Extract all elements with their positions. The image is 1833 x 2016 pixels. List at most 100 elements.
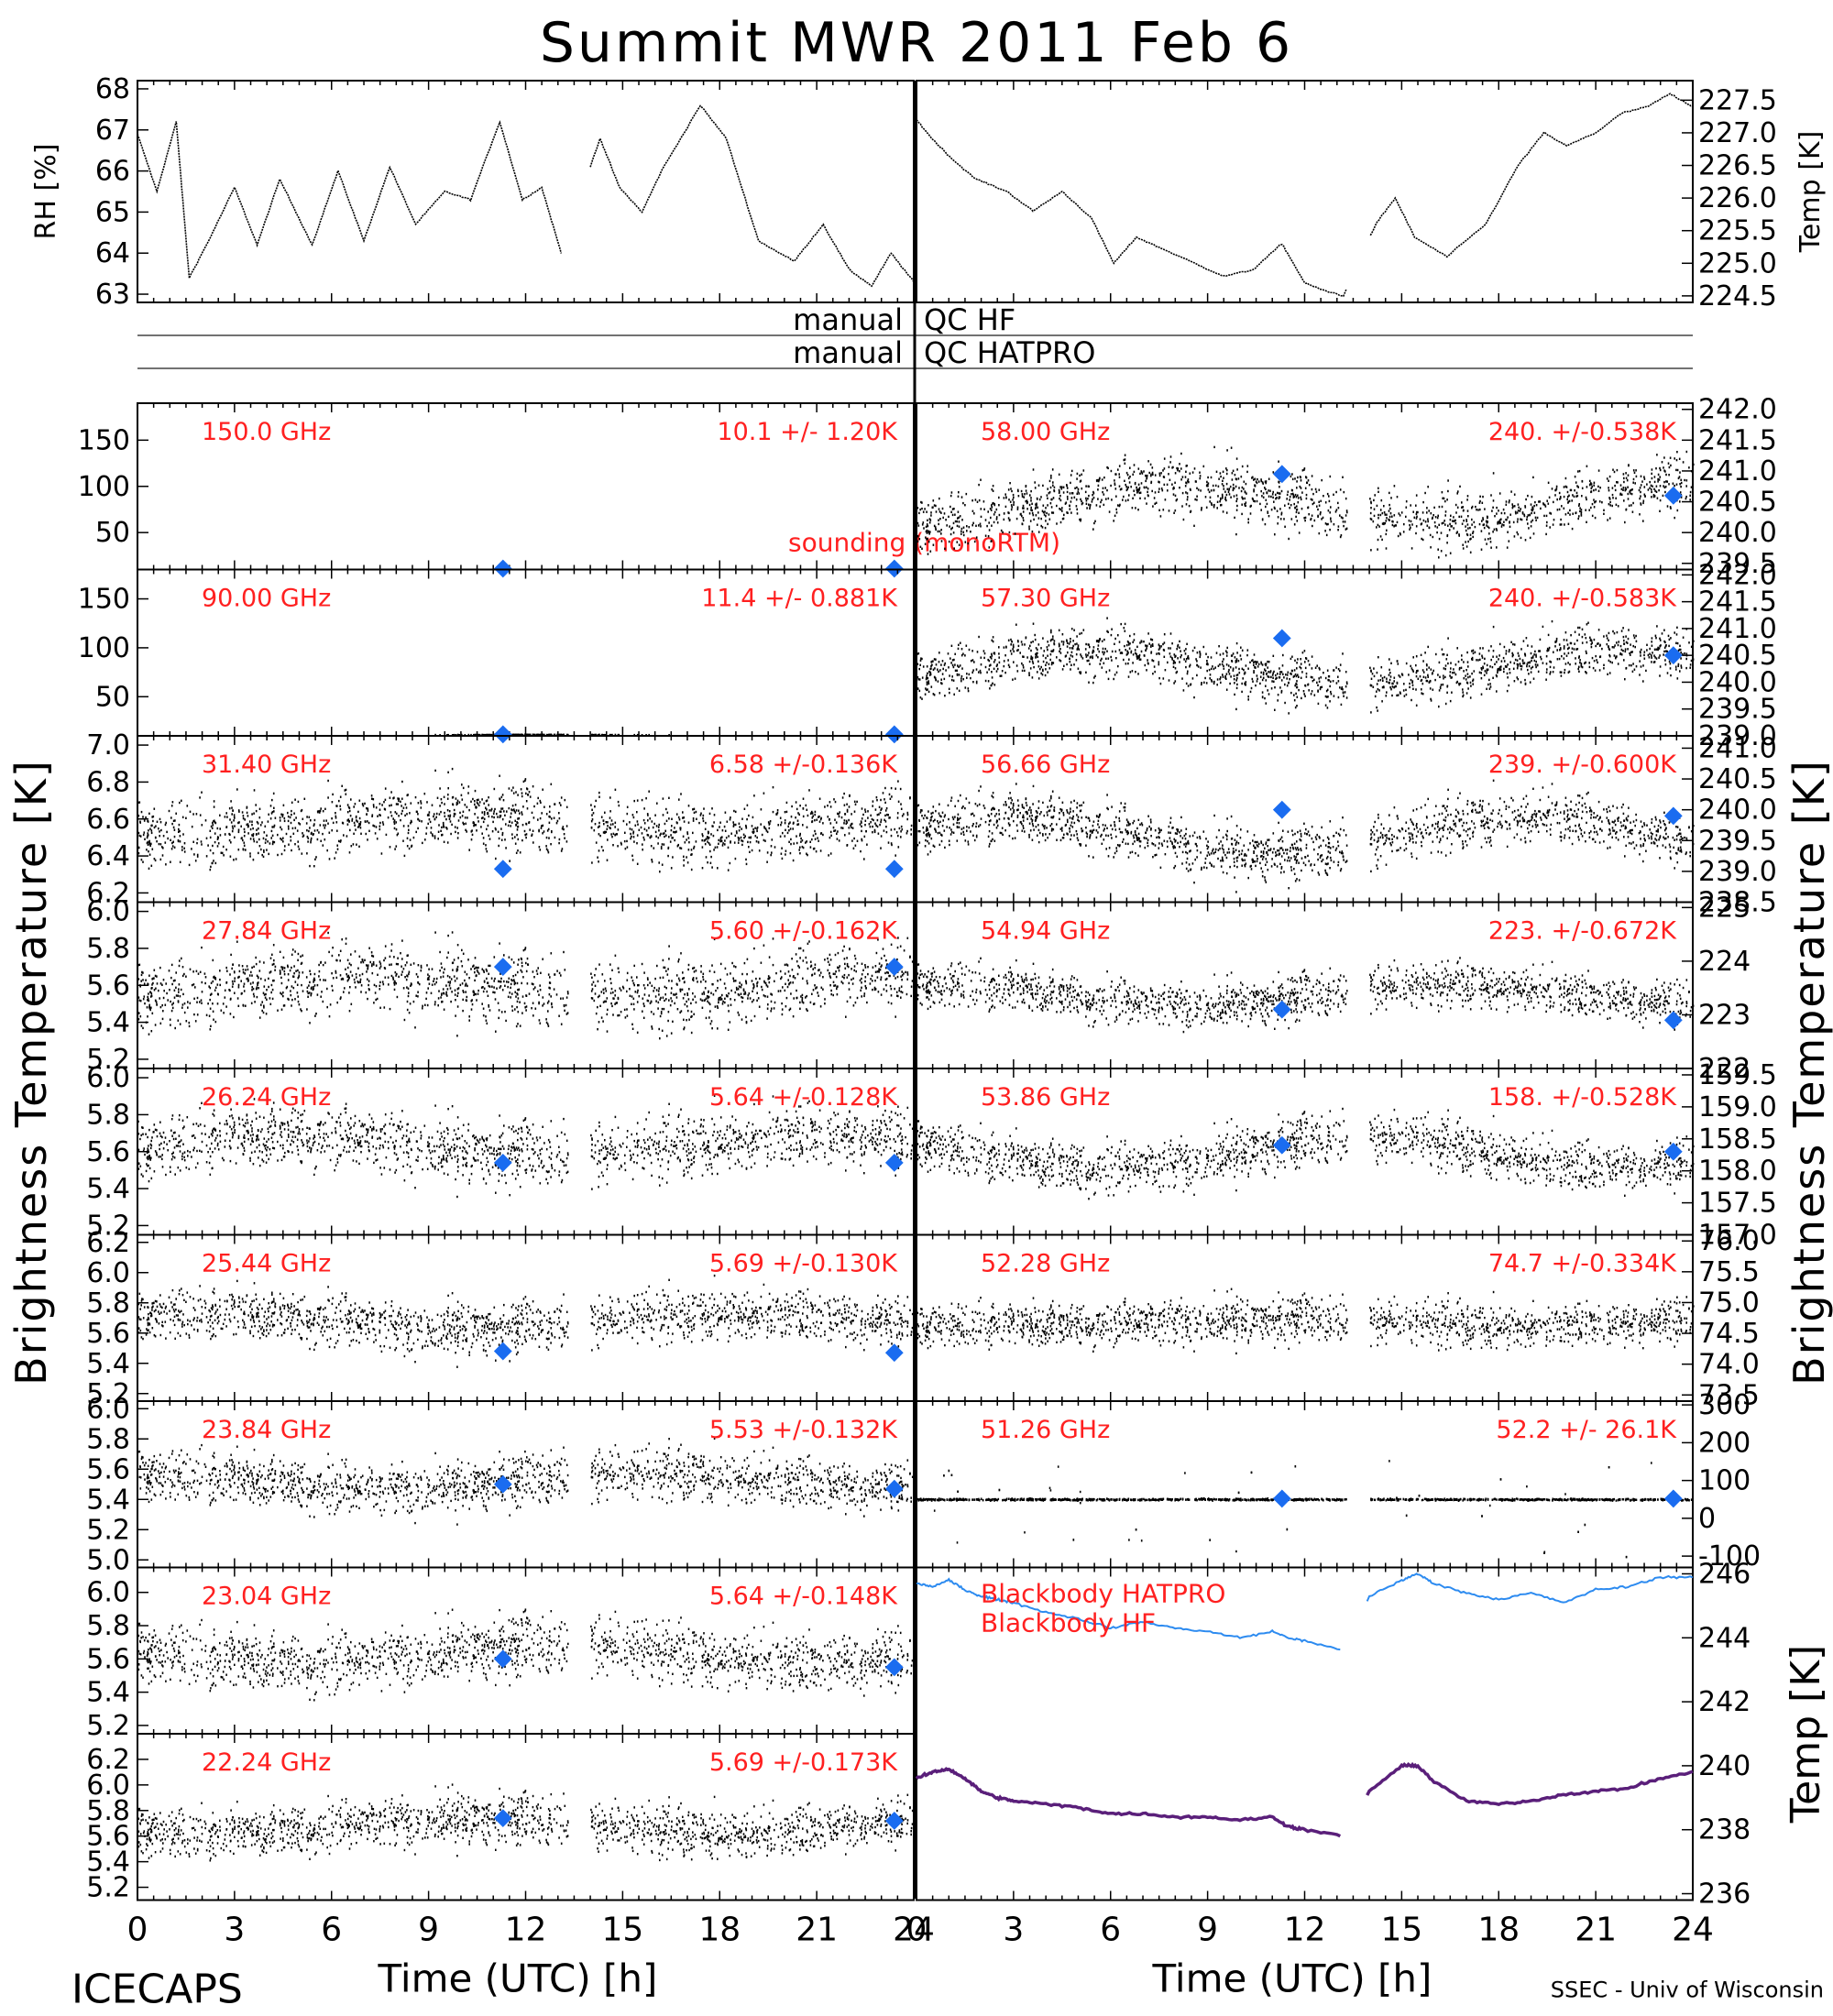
- data-point: [462, 810, 465, 813]
- data-point: [418, 819, 421, 822]
- data-point: [775, 813, 778, 816]
- data-point: [360, 1145, 363, 1148]
- data-point: [814, 1146, 817, 1149]
- data-point: [617, 996, 620, 1000]
- data-point: [710, 992, 712, 994]
- data-point: [561, 1178, 564, 1182]
- data-point: [271, 953, 273, 956]
- data-point: [454, 980, 456, 982]
- data-point: [626, 971, 629, 975]
- data-point: [520, 969, 522, 972]
- data-point: [151, 1012, 154, 1014]
- data-point: [453, 815, 456, 817]
- data-point: [402, 806, 405, 809]
- data-point: [519, 851, 521, 854]
- y-tick-label: 66: [95, 156, 130, 188]
- data-point: [769, 820, 772, 823]
- data-point: [727, 1004, 730, 1007]
- data-point: [281, 815, 284, 818]
- data-point: [832, 1130, 835, 1134]
- data-point: [493, 986, 495, 989]
- data-point: [322, 810, 324, 813]
- data-point: [242, 971, 245, 974]
- data-point: [417, 981, 420, 984]
- data-point: [666, 973, 669, 976]
- y-tick-label: 224.5: [1698, 280, 1777, 312]
- data-point: [452, 1138, 455, 1141]
- data-point: [301, 1160, 303, 1163]
- data-point: [150, 831, 153, 835]
- data-point: [449, 981, 452, 983]
- data-point: [745, 824, 747, 827]
- data-point: [155, 825, 157, 827]
- data-point: [812, 815, 814, 817]
- data-point: [897, 846, 900, 849]
- data-point: [721, 829, 724, 832]
- data-point: [591, 861, 593, 864]
- data-point: [310, 837, 313, 840]
- data-point: [145, 816, 147, 819]
- data-point: [357, 810, 359, 814]
- data-point: [732, 1132, 735, 1135]
- data-point: [327, 1112, 329, 1114]
- data-point: [880, 818, 883, 821]
- data-point: [726, 820, 729, 823]
- data-point: [600, 846, 603, 849]
- data-point: [517, 1138, 519, 1142]
- data-point: [393, 827, 396, 830]
- data-point: [178, 823, 181, 827]
- data-point: [185, 816, 187, 819]
- data-point: [395, 803, 398, 805]
- data-point: [242, 816, 245, 820]
- data-point: [486, 1022, 488, 1024]
- data-point: [726, 973, 729, 976]
- data-point: [790, 842, 792, 846]
- data-point: [201, 946, 203, 949]
- data-point: [676, 1008, 679, 1011]
- data-point: [837, 1112, 840, 1115]
- data-point: [454, 993, 456, 996]
- data-point: [348, 806, 351, 810]
- data-point: [270, 991, 272, 994]
- data-point: [796, 989, 797, 992]
- data-point: [780, 852, 783, 855]
- data-point: [616, 833, 618, 836]
- data-point: [525, 792, 527, 795]
- data-point: [458, 1136, 461, 1140]
- data-point: [148, 999, 150, 1003]
- data-point: [464, 970, 466, 973]
- data-point: [369, 1125, 371, 1129]
- data-point: [473, 1134, 475, 1137]
- data-point: [162, 847, 164, 849]
- data-point: [417, 813, 419, 816]
- data-point: [516, 1000, 519, 1003]
- data-point: [880, 976, 883, 979]
- data-point: [360, 991, 362, 993]
- data-point: [690, 1010, 693, 1013]
- data-point: [609, 827, 611, 830]
- data-point: [878, 1131, 880, 1134]
- data-point: [214, 861, 217, 865]
- data-point: [609, 1143, 611, 1145]
- data-point: [671, 1000, 673, 1003]
- data-point: [145, 1021, 148, 1024]
- data-point: [214, 977, 216, 980]
- data-point: [246, 965, 248, 968]
- data-point: [358, 799, 361, 802]
- data-point: [860, 989, 862, 992]
- data-point: [675, 821, 678, 824]
- data-point: [532, 970, 534, 973]
- data-point: [595, 968, 597, 970]
- data-point: [504, 814, 506, 816]
- data-point: [472, 821, 475, 825]
- data-point: [444, 811, 445, 815]
- data-point: [228, 1114, 231, 1118]
- data-point: [683, 816, 685, 819]
- data-point: [598, 1121, 600, 1124]
- data-point: [843, 973, 846, 977]
- data-point: [273, 959, 275, 962]
- data-point: [217, 993, 219, 996]
- data-point: [367, 838, 368, 841]
- data-point: [403, 854, 406, 858]
- data-point: [766, 1007, 769, 1010]
